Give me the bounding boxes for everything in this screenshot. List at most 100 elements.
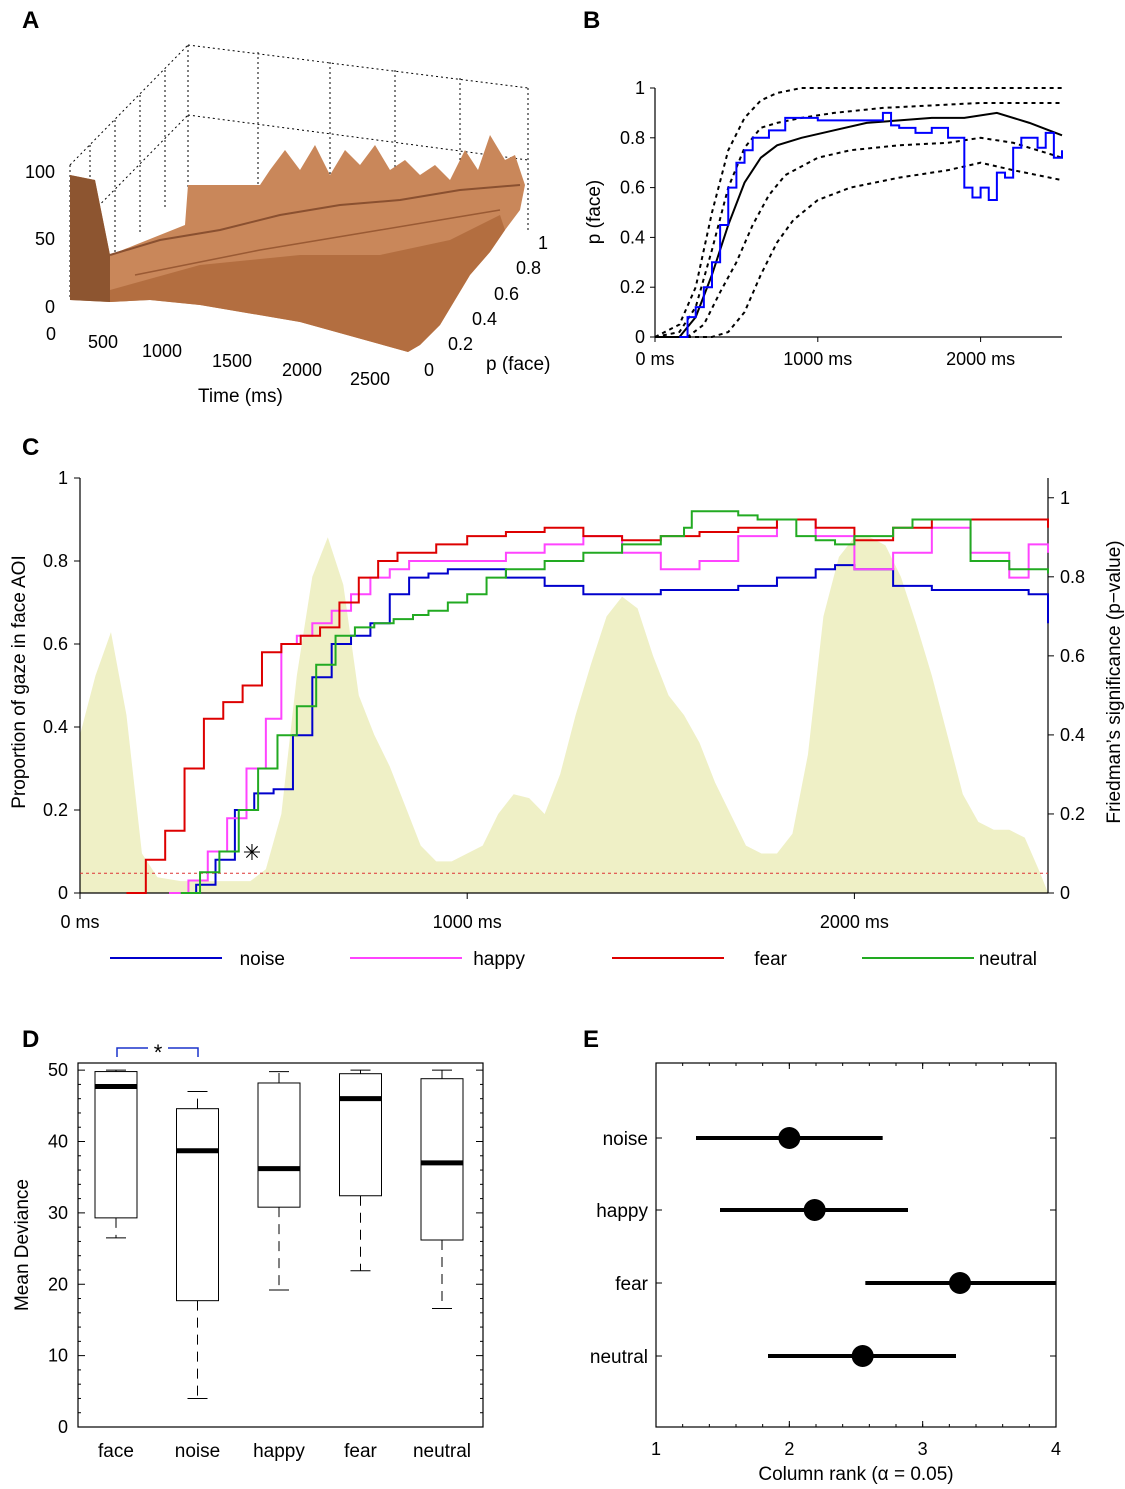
panel-a-xtick: 1500 <box>212 351 252 371</box>
panel-b-ytick-label: 0.6 <box>620 178 645 198</box>
panel-e-xtick-label: 3 <box>918 1439 928 1459</box>
panel-e-points: noise happy fear neutral <box>590 1127 1056 1368</box>
panel-c-legend: noise happy fear neutral <box>110 949 1037 970</box>
panel-e-xtick-label: 4 <box>1051 1439 1061 1459</box>
panel-d-boxes: face noise happy fear neutral <box>94 1069 471 1462</box>
panel-c-xtick-label: 0 ms <box>60 912 99 932</box>
panel-d-category-label: fear <box>344 1441 377 1462</box>
panel-c-ytick-label: 0.8 <box>43 551 68 571</box>
panel-d-significance-bracket: * <box>116 1040 199 1065</box>
panel-c-annotation: ✳ <box>243 840 261 865</box>
panel-a-surface <box>70 135 525 352</box>
panel-a: A 100 50 0 0 500 <box>22 7 550 407</box>
panel-a-ztick: 50 <box>35 229 55 249</box>
panel-b-xtick-label: 1000 ms <box>783 349 852 369</box>
panel-e-xtick-label: 1 <box>651 1439 661 1459</box>
panel-d-ylabel: Mean Deviance <box>12 1179 33 1311</box>
panel-d-frame <box>77 1062 484 1428</box>
panel-c-ytick-label: 0.4 <box>43 717 68 737</box>
panel-b-ytick-label: 0.2 <box>620 277 645 297</box>
panel-b-series-line <box>655 136 1063 338</box>
panel-d-box <box>94 1071 138 1219</box>
panel-e-label: E <box>583 1026 599 1053</box>
panel-e-ticks: 1 2 3 4 <box>651 1063 1061 1459</box>
panel-c-series-neutral <box>180 510 1049 894</box>
panel-e-category-label: fear <box>615 1274 648 1295</box>
panel-c-significance-area <box>80 537 1048 893</box>
panel-d-box <box>339 1073 382 1197</box>
panel-d-ytick-label: 40 <box>48 1132 68 1152</box>
panel-c-y2tick-label: 0.2 <box>1060 804 1085 824</box>
panel-d-ytick-label: 50 <box>48 1060 68 1080</box>
panel-b-series-line <box>654 87 1062 338</box>
panel-c-series-happy <box>169 518 1049 894</box>
panel-b-ytick-label: 0 <box>635 327 645 347</box>
panel-a-xtick: 1000 <box>142 341 182 361</box>
panel-a-ridge-2 <box>134 209 501 276</box>
panel-d-label: D <box>22 1026 39 1053</box>
panel-c-y2tick-label: 0.8 <box>1060 567 1085 587</box>
panel-a-ytick: 0.8 <box>516 258 541 278</box>
panel-c-legend-label: happy <box>473 949 525 970</box>
panel-b-series-line <box>655 161 1063 338</box>
panel-e-point <box>851 1345 874 1367</box>
panel-c-series <box>126 510 1049 894</box>
panel-b-series-line <box>679 111 1063 338</box>
panel-a-xtick: 2500 <box>350 369 390 389</box>
panel-a-ztick: 100 <box>25 162 55 182</box>
panel-c-xtick-label: 2000 ms <box>820 912 889 932</box>
panel-a-ytick: 0.6 <box>494 284 519 304</box>
panel-a-xtick: 500 <box>88 332 118 352</box>
panel-a-surface-side <box>70 175 110 302</box>
panel-b-ylabel: p (face) <box>584 180 605 244</box>
panel-b-xtick-label: 2000 ms <box>946 349 1015 369</box>
panel-b-series <box>654 87 1063 338</box>
panel-b: B 0 0.2 0.4 0.6 0.8 1 0 ms 1000 ms 2000 ms p (fa… <box>583 7 1063 369</box>
panel-e-frame <box>655 1062 1057 1428</box>
panel-a-ytick: 0.2 <box>448 334 473 354</box>
panel-c-ticks: 0 0.2 0.4 0.6 0.8 1 0 0.2 0.4 0.6 0.8 1 0 ms 1000 ms 2… <box>43 468 1085 932</box>
panel-c-y2tick-label: 0.4 <box>1060 725 1085 745</box>
panel-d-box <box>257 1082 301 1208</box>
panel-c-legend-label: fear <box>754 949 787 970</box>
panel-c-y2tick-label: 0.6 <box>1060 646 1085 666</box>
panel-b-ytick-label: 0.4 <box>620 227 645 247</box>
panel-a-ytick: 1 <box>538 233 548 253</box>
panel-e-category-label: happy <box>596 1201 648 1222</box>
panel-d-bracket-gap <box>148 1040 168 1056</box>
panel-e-point <box>778 1127 801 1149</box>
panel-a-ridge <box>109 184 521 256</box>
panel-d-ytick-label: 10 <box>48 1346 68 1366</box>
panel-b-ytick-label: 0.8 <box>620 128 645 148</box>
panel-d-ytick-label: 30 <box>48 1203 68 1223</box>
panel-d-category-label: noise <box>175 1441 220 1462</box>
panel-c-label: C <box>22 434 39 461</box>
panel-a-ytick: 0.4 <box>472 309 497 329</box>
panel-d-ytick-label: 20 <box>48 1274 68 1294</box>
panel-d-bracket-label: * <box>154 1040 163 1065</box>
panel-c-series-fear <box>126 518 1049 894</box>
panel-c-ytick-label: 0.6 <box>43 634 68 654</box>
panel-a-label: A <box>22 7 39 34</box>
panel-c-xtick-label: 1000 ms <box>433 912 502 932</box>
panel-a-ylabel: p (face) <box>486 354 550 375</box>
panel-e: E 1 2 3 4 noise happy fear neutral Column rank… <box>583 1026 1061 1485</box>
panel-a-ytick: 0 <box>424 360 434 380</box>
panel-c-legend-label: noise <box>240 949 285 970</box>
panel-c-ytick-label: 0 <box>58 883 68 903</box>
panel-a-xtick: 0 <box>46 324 56 344</box>
panel-c-ytick-label: 0.2 <box>43 800 68 820</box>
panel-e-xtick-label: 2 <box>784 1439 794 1459</box>
panel-c-ylabel: Proportion of gaze in face AOI <box>9 555 30 809</box>
panel-c-y2tick-label: 1 <box>1060 488 1070 508</box>
panel-c-significance-fill <box>80 537 1048 893</box>
panel-a-ztick: 0 <box>45 297 55 317</box>
panel-c-legend-label: neutral <box>979 949 1037 970</box>
panel-e-category-label: noise <box>603 1129 648 1150</box>
panel-b-xtick-label: 0 ms <box>635 349 674 369</box>
panel-d-category-label: neutral <box>413 1441 471 1462</box>
panel-e-category-label: neutral <box>590 1347 648 1368</box>
panel-e-xlabel: Column rank (α = 0.05) <box>758 1464 953 1485</box>
